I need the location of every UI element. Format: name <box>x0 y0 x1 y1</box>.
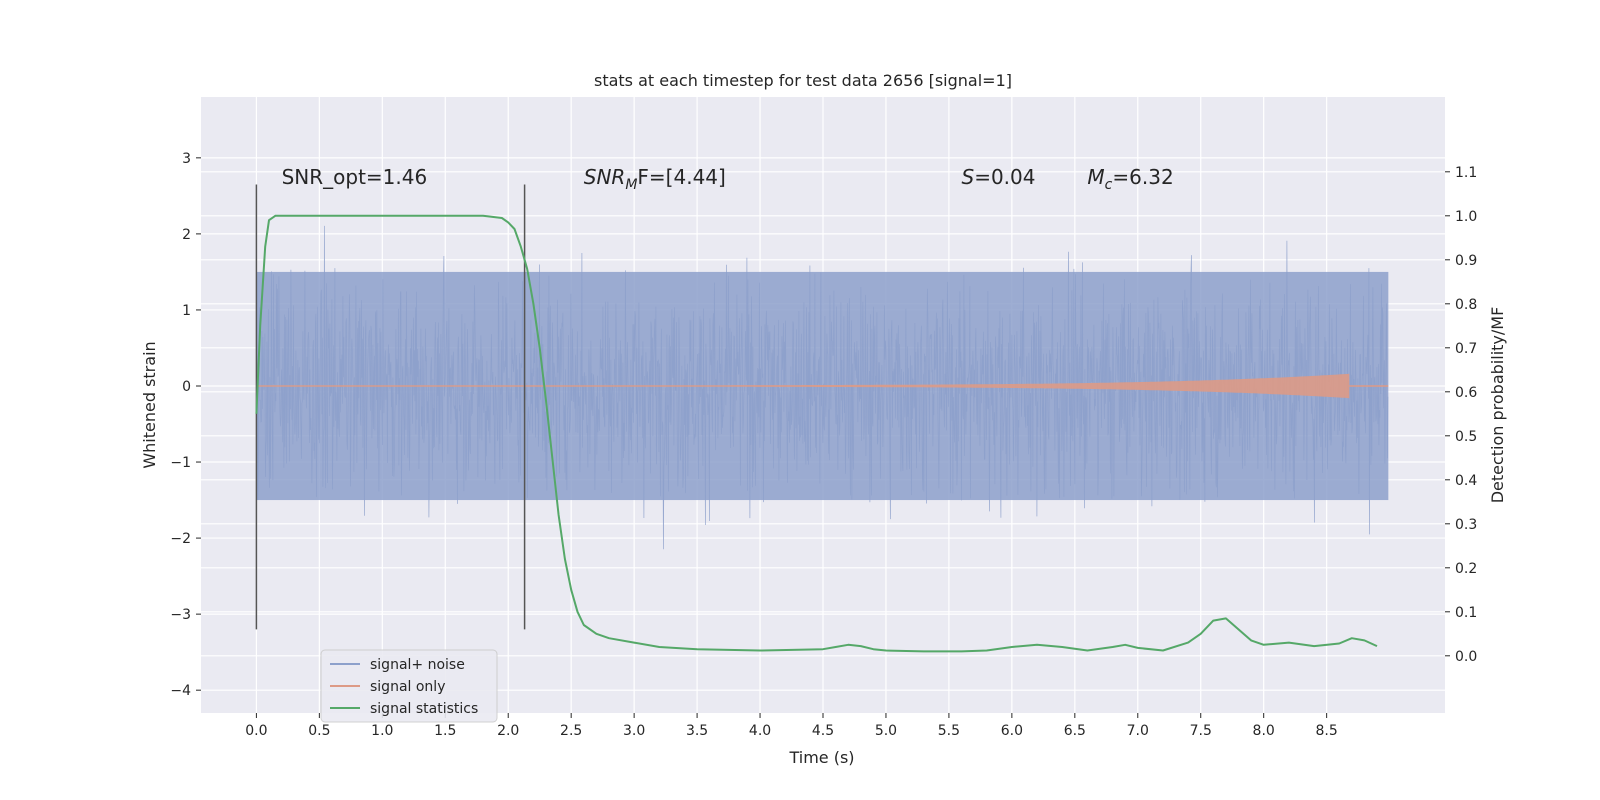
y-axis-label: Whitened strain <box>140 341 159 468</box>
x-tick-label: 3.0 <box>623 723 645 739</box>
legend-box <box>320 649 498 723</box>
annotation-mc: Mc=6.32 <box>1087 165 1173 193</box>
annotation-s: S=0.04 <box>962 165 1036 189</box>
y-right-axis-label: Detection probability/MF <box>1488 307 1507 504</box>
x-tick-label: 1.0 <box>371 723 393 739</box>
y-right-tick-label: 0.2 <box>1455 561 1477 577</box>
annotations: SNR_opt=1.46 SNRMF=[4.44] S=0.04 Mc=6.32 <box>282 165 1174 193</box>
y-tick-label: −3 <box>170 607 191 623</box>
legend-label-signal-statistics: signal statistics <box>370 701 478 717</box>
statistics-line <box>255 214 1378 653</box>
y-axis-ticks: 3 2 1 0 −1 −2 −3 −4 <box>170 151 201 699</box>
x-tick-label: 5.0 <box>875 723 897 739</box>
y-right-tick-label: 0.1 <box>1455 605 1477 621</box>
x-tick-label: 8.0 <box>1253 723 1275 739</box>
x-tick-label: 2.5 <box>560 723 582 739</box>
y-tick-label: 2 <box>182 227 191 243</box>
y-tick-label: 0 <box>182 379 191 395</box>
y-right-tick-label: 0.6 <box>1455 385 1477 401</box>
y-right-tick-label: 0.4 <box>1455 473 1477 489</box>
x-tick-label: 7.5 <box>1190 723 1212 739</box>
x-tick-label: 3.5 <box>686 723 708 739</box>
annotation-snr_mf: SNRMF=[4.44] <box>584 165 726 193</box>
y-tick-label: −4 <box>170 683 191 699</box>
x-tick-label: 5.5 <box>938 723 960 739</box>
legend-label-signal-noise: signal+ noise <box>370 657 465 673</box>
x-tick-label: 6.5 <box>1064 723 1086 739</box>
x-axis-ticks: 0.0 0.5 1.0 1.5 2.0 2.5 3.0 3.5 4.0 4.5 5.0 5.5 6.0 6… <box>245 713 1338 739</box>
y-tick-label: 3 <box>182 151 191 167</box>
legend: signal+ noise signal only signal statist… <box>320 649 498 723</box>
x-tick-label: 4.5 <box>812 723 834 739</box>
legend-label-signal-only: signal only <box>370 679 445 695</box>
y-right-tick-label: 0.5 <box>1455 429 1477 445</box>
y-tick-label: −2 <box>170 531 191 547</box>
x-axis-label: Time (s) <box>788 748 854 767</box>
chart-title: stats at each timestep for test data 265… <box>594 71 1012 90</box>
y-right-tick-label: 0.7 <box>1455 341 1477 357</box>
signal-chirp <box>256 373 1350 399</box>
x-tick-label: 6.0 <box>1001 723 1023 739</box>
y-right-tick-label: 0.9 <box>1455 253 1477 269</box>
y-right-tick-label: 0.3 <box>1455 517 1477 533</box>
x-tick-label: 0.0 <box>245 723 267 739</box>
y-right-tick-label: 0.0 <box>1455 649 1477 665</box>
annotation-snr_opt: SNR_opt=1.46 <box>282 165 428 189</box>
x-tick-label: 8.5 <box>1316 723 1338 739</box>
x-tick-label: 2.0 <box>497 723 519 739</box>
y-tick-label: −1 <box>170 455 191 471</box>
x-tick-label: 4.0 <box>749 723 771 739</box>
x-tick-label: 1.5 <box>434 723 456 739</box>
x-tick-label: 0.5 <box>308 723 330 739</box>
series-signal-statistics <box>255 214 1378 653</box>
x-tick-label: 7.0 <box>1127 723 1149 739</box>
y-tick-label: 1 <box>182 303 191 319</box>
y-right-tick-label: 0.8 <box>1455 297 1477 313</box>
y-right-axis-ticks: 1.1 1.0 0.9 0.8 0.7 0.6 0.5 0.4 0.3 0.2 0.1 0.0 <box>1445 165 1477 665</box>
series-signal-only <box>256 373 1389 399</box>
y-right-tick-label: 1.1 <box>1455 165 1477 181</box>
y-right-tick-label: 1.0 <box>1455 209 1477 225</box>
